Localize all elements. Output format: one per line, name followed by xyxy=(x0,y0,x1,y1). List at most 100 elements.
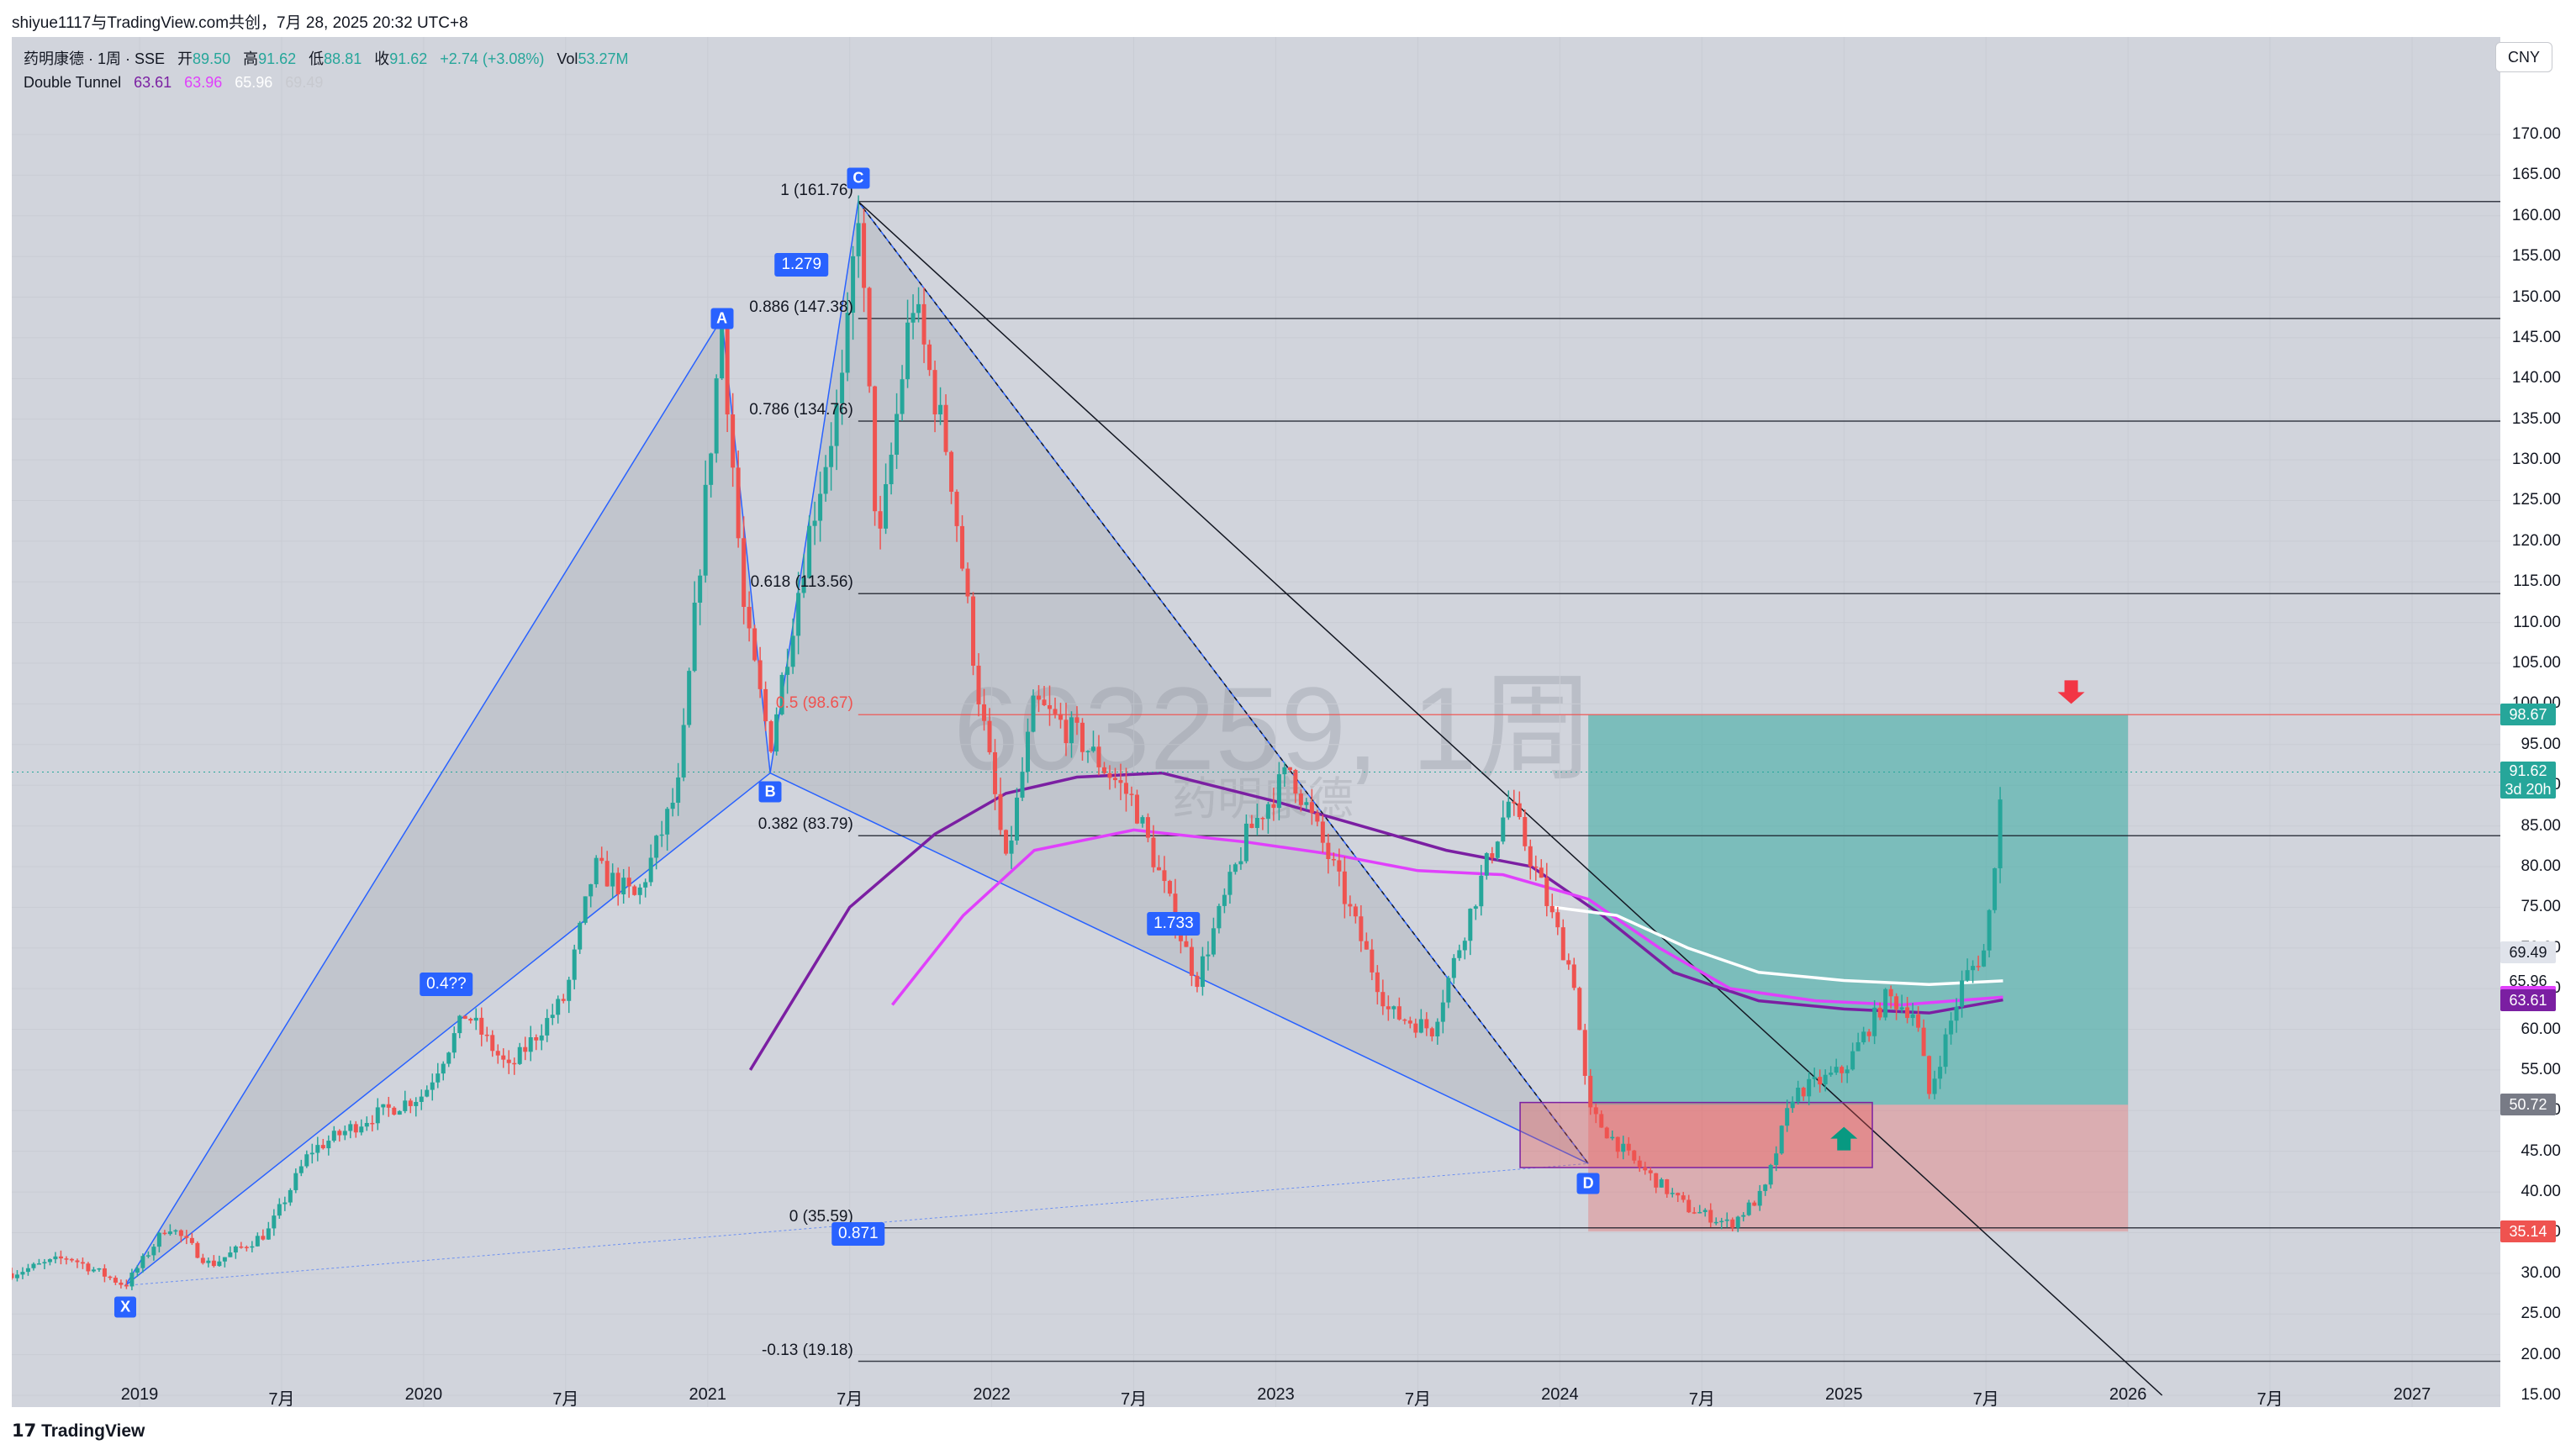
close-label: 收 xyxy=(374,50,390,67)
candle-body xyxy=(1353,906,1358,917)
x-tick-label: 2025 xyxy=(1825,1385,1863,1404)
candle-body xyxy=(261,1236,266,1240)
x-tick-label: 2027 xyxy=(2393,1385,2431,1404)
high-label: 高 xyxy=(243,50,259,67)
candle-body xyxy=(927,344,932,371)
candle-body xyxy=(1976,966,1981,967)
candle-body xyxy=(1687,1199,1692,1213)
candle-body xyxy=(632,886,637,895)
candle-body xyxy=(1167,881,1172,894)
price-tag: 98.67 xyxy=(2500,704,2556,726)
y-tick-label: 110.00 xyxy=(2513,613,2561,631)
candle-body xyxy=(993,751,998,794)
candle-body xyxy=(1555,912,1560,928)
tradingview-logo[interactable]: 𝟭𝟳 TradingView xyxy=(12,1421,145,1442)
candle-body xyxy=(971,596,976,666)
candle-body xyxy=(1523,817,1528,846)
candle-body xyxy=(698,575,703,603)
candle-body xyxy=(1074,717,1079,723)
candle-body xyxy=(900,379,905,414)
vol-label: Vol xyxy=(557,50,578,67)
time-axis[interactable]: 2019 7月 2020 7月 2021 7月 2022 7月 2023 7月 2024 7月 2025… xyxy=(12,1379,2500,1409)
candle-body xyxy=(381,1104,386,1108)
candle-body xyxy=(309,1152,314,1155)
candle-body xyxy=(102,1268,107,1277)
candle-body xyxy=(943,404,948,452)
vol-value: 53.27M xyxy=(578,50,629,67)
current-price-tag: 91.62 3d 20h xyxy=(2500,761,2556,799)
candle-body xyxy=(1287,767,1292,771)
candle-body xyxy=(1473,906,1478,909)
trend-line xyxy=(858,201,2163,1396)
symbol-label[interactable]: 药明康德 · 1周 · SSE xyxy=(24,50,166,67)
candle-body xyxy=(425,1089,430,1097)
candle-body xyxy=(1840,1067,1845,1073)
fib-level-label: 0 (35.59) xyxy=(789,1207,853,1226)
change-value: +2.74 (+3.08%) xyxy=(440,50,545,67)
candle-body xyxy=(1676,1193,1681,1196)
candle-body xyxy=(1643,1167,1648,1171)
candle-body xyxy=(895,414,900,455)
candle-body xyxy=(91,1269,96,1272)
candle-body xyxy=(1096,746,1101,767)
candle-body xyxy=(1582,1030,1587,1076)
candle-body xyxy=(878,511,883,529)
candle-body xyxy=(1479,875,1484,907)
y-tick-label: 15.00 xyxy=(2521,1386,2561,1404)
candle-body xyxy=(1227,872,1233,895)
candle-body xyxy=(1560,927,1565,961)
candle-body xyxy=(1440,1002,1445,1022)
x-tick-label: 7月 xyxy=(1972,1390,1999,1409)
candle-body xyxy=(1326,842,1331,859)
chart-plot-area[interactable]: 603259, 1周 药明康德 1 (161.76) 0.886 (147.38)… xyxy=(12,37,2500,1407)
candle-body xyxy=(785,667,790,675)
currency-button[interactable]: CNY xyxy=(2495,42,2552,72)
candle-body xyxy=(539,1035,544,1041)
candle-body xyxy=(1140,817,1145,824)
candle-body xyxy=(315,1145,320,1153)
candle-body xyxy=(829,445,834,467)
sell-arrow-icon xyxy=(2057,680,2085,704)
candle-body xyxy=(1315,813,1320,822)
harmonic-triangle-xab xyxy=(124,316,771,1286)
legend-symbol-row: 药明康德 · 1周 · SSE 开89.50 高91.62 低88.81 收91… xyxy=(24,47,636,71)
x-tick-label: 2026 xyxy=(2109,1385,2147,1404)
x-tick-label: 7月 xyxy=(552,1390,579,1409)
candle-body xyxy=(145,1255,150,1257)
x-tick-label: 7月 xyxy=(2257,1390,2283,1409)
y-tick-label: 135.00 xyxy=(2511,409,2561,428)
candle-body xyxy=(484,1034,489,1036)
candle-body xyxy=(1004,830,1009,854)
candle-body xyxy=(342,1131,347,1136)
indicator-v1: 63.61 xyxy=(134,74,172,91)
candle-body xyxy=(818,493,823,521)
candle-body xyxy=(1282,767,1287,775)
candle-body xyxy=(911,313,916,323)
candle-body xyxy=(446,1052,451,1064)
candle-body xyxy=(742,538,747,607)
candle-body xyxy=(1195,975,1200,988)
candle-body xyxy=(550,1015,555,1019)
candle-body xyxy=(998,793,1003,830)
candle-body xyxy=(113,1278,118,1283)
x-tick-label: 2020 xyxy=(404,1385,443,1404)
overlay-layer: 1 (161.76) 0.886 (147.38) 0.786 (134.76) 0.… xyxy=(12,37,2500,1407)
candle-body xyxy=(1118,780,1123,783)
candle-body xyxy=(1916,1014,1921,1028)
candle-body xyxy=(1462,941,1467,951)
candle-body xyxy=(173,1230,178,1232)
candle-body xyxy=(1331,858,1336,861)
candle-body xyxy=(1899,1007,1904,1010)
candle-body xyxy=(823,467,828,494)
candle-body xyxy=(386,1104,391,1108)
candle-body xyxy=(1861,1031,1866,1043)
y-tick-label: 105.00 xyxy=(2511,654,2561,672)
candle-body xyxy=(1533,866,1539,868)
candle-body xyxy=(840,372,845,403)
indicator-name[interactable]: Double Tunnel xyxy=(24,74,122,91)
harmonic-point-c: C xyxy=(847,167,870,189)
candle-body xyxy=(135,1268,140,1273)
candle-body xyxy=(736,467,741,539)
price-tag: 50.72 xyxy=(2500,1094,2556,1116)
candle-body xyxy=(1064,720,1069,744)
